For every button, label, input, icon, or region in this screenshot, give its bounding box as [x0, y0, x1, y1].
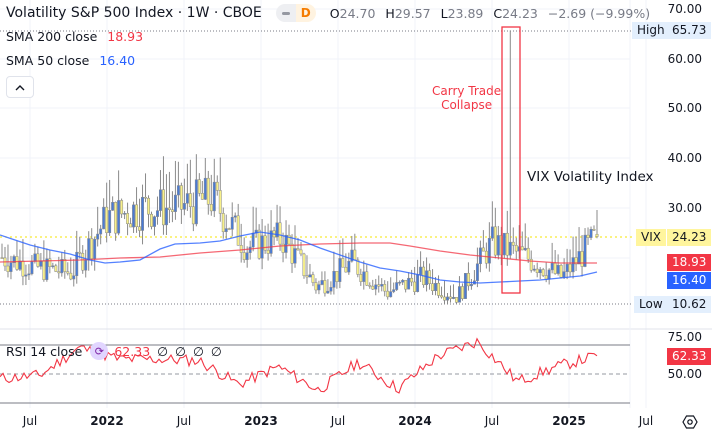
vix-title-annotation[interactable]: VIX Volatility Index: [527, 169, 654, 185]
time-tick: Jul: [330, 414, 346, 428]
close-label: C: [493, 5, 503, 21]
price-tick: 40.00: [667, 151, 702, 165]
open-label: O: [329, 5, 340, 21]
rsi-legend[interactable]: RSI 14 close ⟳ 62.33 ∅ ∅ ∅ ∅: [6, 342, 222, 360]
sma200-line: [0, 242, 597, 264]
delay-badge: D: [295, 4, 316, 22]
high-tag-value: 65.73: [667, 22, 712, 39]
rsi-na-value: ∅: [192, 343, 204, 359]
close-value: 24.23: [502, 5, 538, 21]
sma50-tag: 16.40: [667, 272, 712, 289]
change-value: −2.69 (−9.99%): [547, 5, 651, 21]
price-tick: 50.00: [667, 101, 702, 115]
price-tick: 30.00: [667, 201, 702, 215]
rsi-label: RSI 14 close: [6, 343, 83, 359]
rsi-tick: 75.00: [667, 330, 702, 344]
vix-tag-label: VIX: [636, 229, 666, 246]
carry-trade-annotation[interactable]: Carry Trade Collapse: [432, 84, 501, 112]
high-value: 29.57: [394, 5, 431, 21]
minus-icon: [275, 4, 296, 22]
time-tick: 2022: [90, 414, 124, 428]
low-tag-value: 10.62: [667, 296, 712, 313]
rsi-na-value: ∅: [210, 343, 222, 359]
candlestick-series[interactable]: [0, 30, 599, 305]
sma200-label: SMA 200 close: [6, 29, 98, 44]
carry-annotation-line2: Collapse: [441, 98, 493, 112]
time-tick: Jul: [22, 414, 38, 428]
sma50-label: SMA 50 close: [6, 53, 90, 68]
time-tick: Jul: [484, 414, 500, 428]
time-tick: 2024: [398, 414, 432, 428]
low-label: L: [440, 5, 448, 21]
rsi-tag: 62.33: [667, 348, 712, 365]
vix-tag-value: 24.23: [667, 229, 712, 246]
high-label: H: [385, 5, 395, 21]
settings-icon[interactable]: [682, 415, 698, 429]
rsi-tick: 50.00: [667, 367, 702, 381]
high-tag-label: High: [632, 22, 670, 39]
symbol-legend[interactable]: Volatility S&P 500 Index · 1W · CBOE D O…: [6, 4, 656, 22]
time-tick: Jul: [638, 414, 654, 428]
sync-icon[interactable]: ⟳: [90, 342, 109, 360]
carry-trade-box[interactable]: [501, 26, 521, 294]
open-value: 24.70: [339, 5, 376, 21]
time-tick: 2023: [244, 414, 278, 428]
time-tick: 2025: [552, 414, 586, 428]
rsi-na-value: ∅: [175, 343, 186, 359]
sma50-value: 16.40: [99, 53, 136, 68]
sma50-line: [0, 231, 598, 284]
time-tick: Jul: [176, 414, 192, 428]
sma200-tag: 18.93: [667, 254, 712, 271]
chevron-up-icon: [15, 81, 25, 94]
price-tick: 60.00: [667, 52, 702, 66]
sma50-legend[interactable]: SMA 50 close 16.40: [6, 53, 135, 68]
collapse-legend-button[interactable]: [6, 76, 34, 98]
low-tag-label: Low: [634, 296, 668, 313]
carry-annotation-line1: Carry Trade: [432, 84, 502, 98]
low-value: 23.89: [447, 5, 484, 21]
rsi-na-value: ∅: [157, 343, 169, 359]
sma200-legend[interactable]: SMA 200 close 18.93: [6, 29, 143, 44]
price-tick: 70.00: [667, 2, 702, 16]
ohlc-values: O24.70 H29.57 L23.89 C24.23 −2.69 (−9.99…: [330, 6, 656, 21]
sma200-value: 18.93: [107, 29, 144, 44]
symbol-title[interactable]: Volatility S&P 500 Index · 1W · CBOE: [6, 5, 262, 21]
rsi-value: 62.33: [114, 343, 151, 359]
status-badge[interactable]: D: [275, 4, 316, 22]
